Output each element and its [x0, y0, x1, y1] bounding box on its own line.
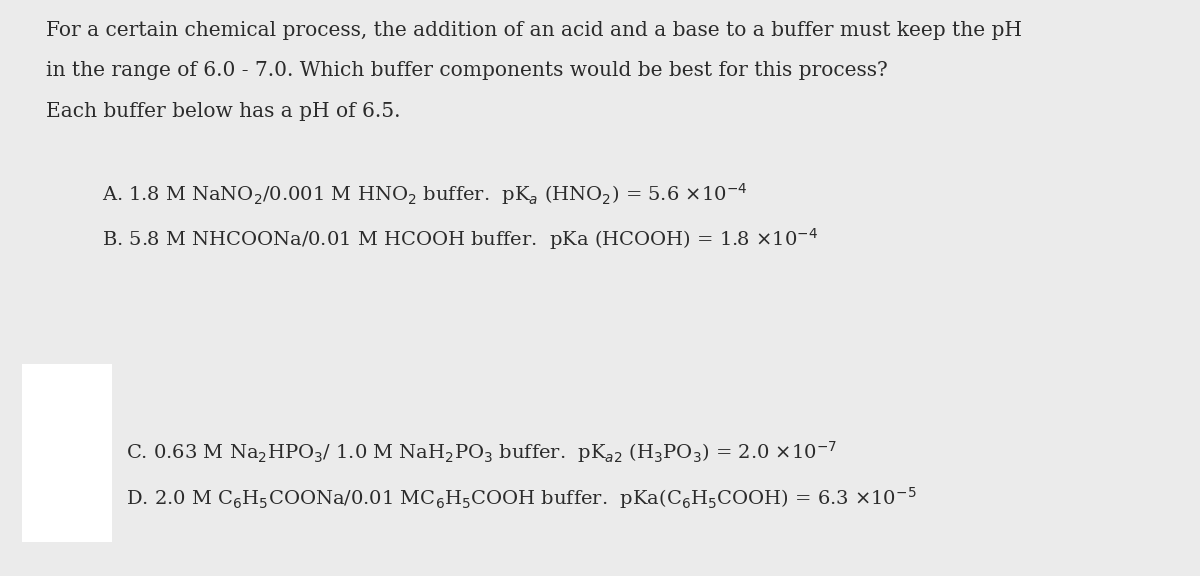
Text: B. 5.8 M NHCOONa/0.01 M HCOOH buffer.  pKa (HCOOH) = 1.8 $\times$10$^{-4}$: B. 5.8 M NHCOONa/0.01 M HCOOH buffer. pK…: [102, 226, 818, 252]
Text: For a certain chemical process, the addition of an acid and a base to a buffer m: For a certain chemical process, the addi…: [46, 21, 1021, 40]
Text: in the range of 6.0 - 7.0. Which buffer components would be best for this proces: in the range of 6.0 - 7.0. Which buffer …: [46, 61, 887, 80]
FancyBboxPatch shape: [22, 364, 112, 541]
Text: C. 0.63 M Na$_2$HPO$_3$/ 1.0 M NaH$_2$PO$_3$ buffer.  pK$_{a2}$ (H$_3$PO$_3$) = : C. 0.63 M Na$_2$HPO$_3$/ 1.0 M NaH$_2$PO…: [126, 439, 838, 465]
Text: D. 2.0 M C$_6$H$_5$COONa/0.01 MC$_6$H$_5$COOH buffer.  pKa(C$_6$H$_5$COOH) = 6.3: D. 2.0 M C$_6$H$_5$COONa/0.01 MC$_6$H$_5…: [126, 485, 917, 511]
Text: A. 1.8 M NaNO$_2$/0.001 M HNO$_2$ buffer.  pK$_a$ (HNO$_2$) = 5.6 $\times$10$^{-: A. 1.8 M NaNO$_2$/0.001 M HNO$_2$ buffer…: [102, 181, 748, 207]
Text: Each buffer below has a pH of 6.5.: Each buffer below has a pH of 6.5.: [46, 101, 400, 120]
